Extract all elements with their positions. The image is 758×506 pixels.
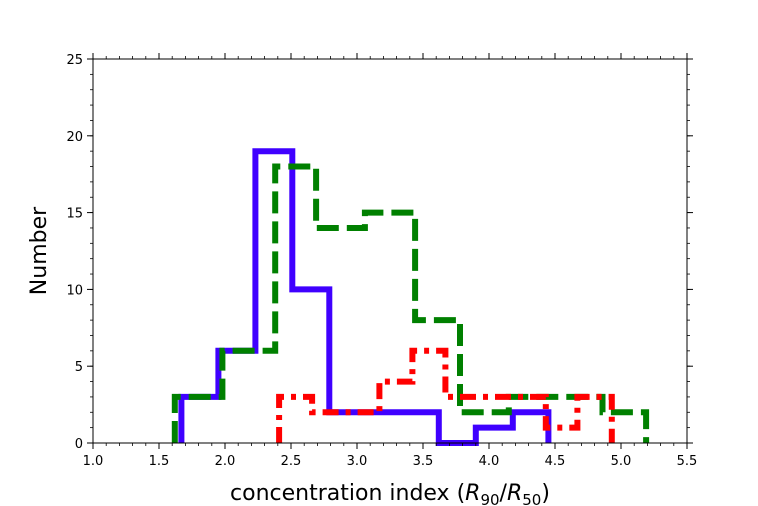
y-tick-label: 15 [66, 207, 83, 222]
x-tick-label: 1.5 [149, 454, 170, 469]
x-tick-label: 5.5 [677, 454, 698, 469]
y-tick-label: 10 [66, 283, 83, 298]
histogram-series-3 [276, 347, 615, 443]
x-tick-label: 3.0 [347, 454, 368, 469]
ticks-layer [87, 53, 693, 449]
x-tick-label: 4.5 [545, 454, 566, 469]
y-tick-label: 20 [66, 130, 83, 145]
series-layer [171, 148, 650, 446]
x-tick-label: 4.0 [479, 454, 500, 469]
y-tick-label: 5 [75, 360, 83, 375]
y-axis-label: Number [27, 206, 52, 295]
x-tick-label: 2.0 [215, 454, 236, 469]
plot-frame [92, 58, 688, 444]
plot-background [93, 59, 687, 443]
y-tick-label: 0 [75, 437, 83, 452]
x-axis-label: concentration index (R90/R50) [230, 481, 550, 506]
tick-labels-layer: 1.0 1.5 2.0 2.5 3.0 3.5 4.0 4.5 5.0 5.5 0 5 10 15 20 25 [66, 53, 697, 469]
x-tick-label: 2.5 [281, 454, 302, 469]
x-tick-label: 5.0 [611, 454, 632, 469]
x-tick-label: 3.5 [413, 454, 434, 469]
y-tick-label: 25 [66, 53, 83, 68]
x-tick-label: 1.0 [83, 454, 104, 469]
